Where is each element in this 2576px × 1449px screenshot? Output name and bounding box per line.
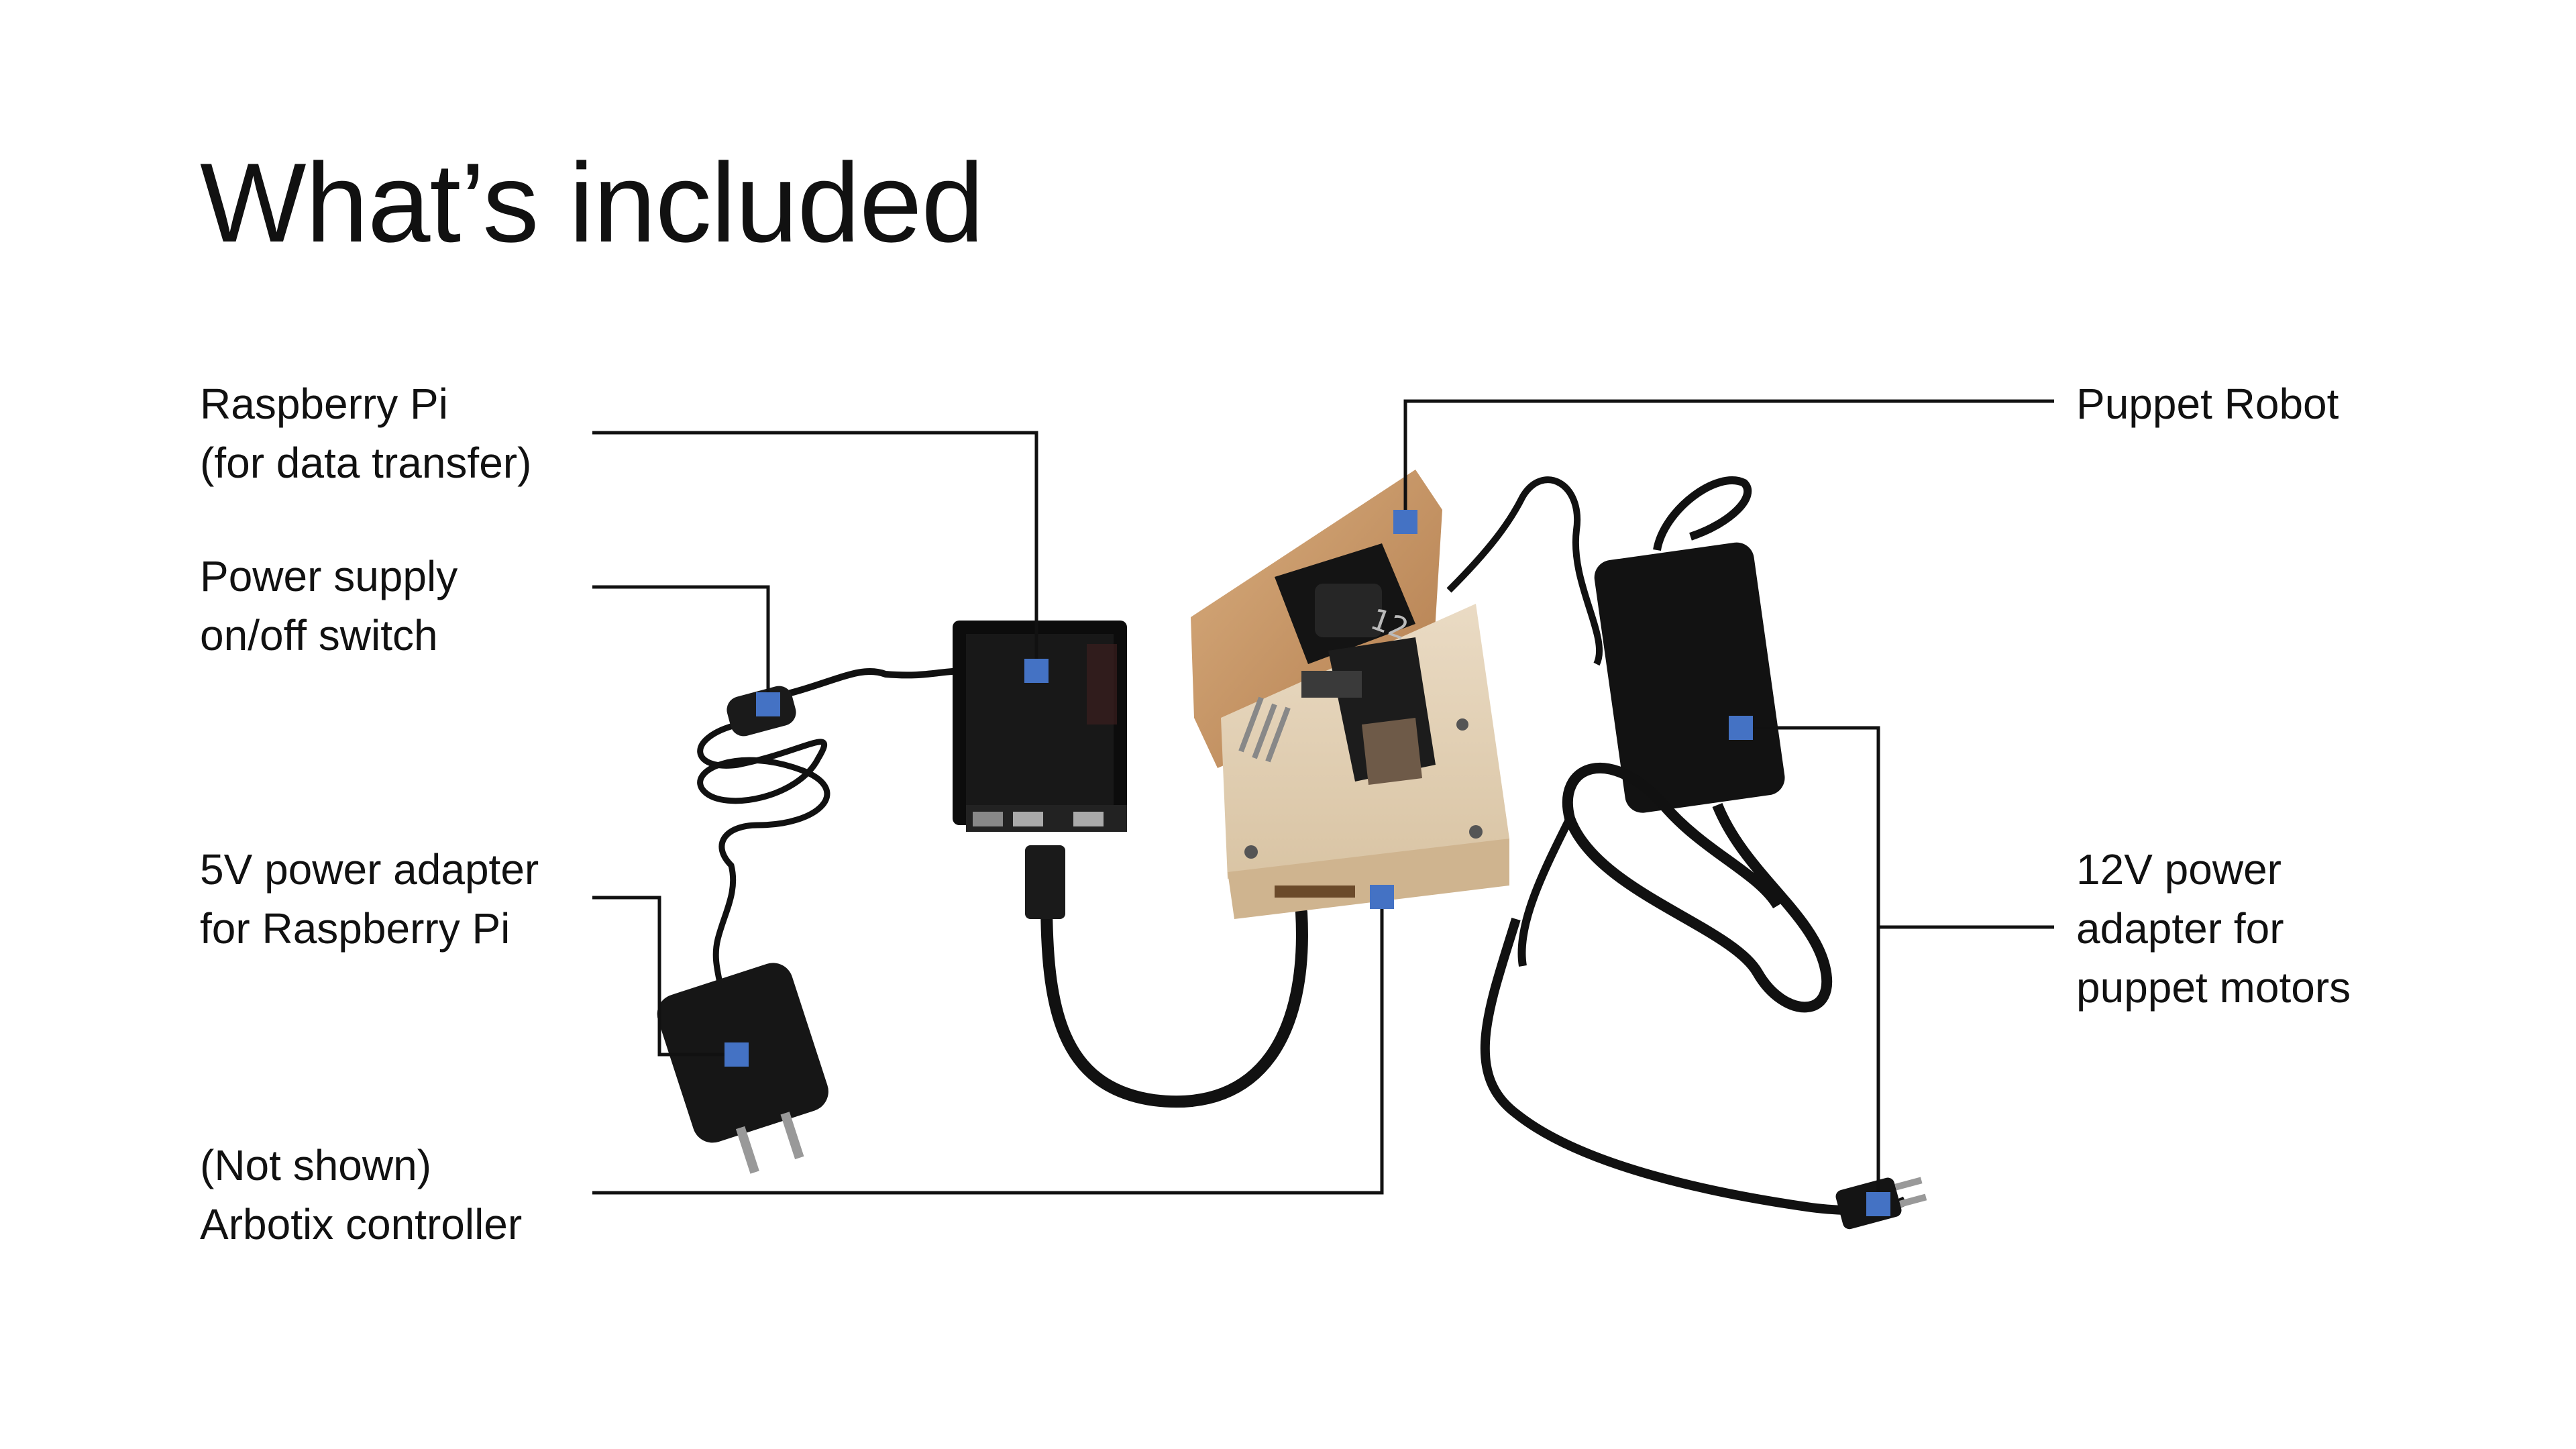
- label-power-switch-line1: Power supply: [200, 552, 458, 600]
- label-raspberry-pi: Raspberry Pi (for data transfer): [200, 374, 531, 492]
- switch-coil-cable: [697, 721, 830, 1020]
- label-puppet-robot: Puppet Robot: [2076, 374, 2339, 433]
- robot-top-cable: [1446, 476, 1603, 666]
- leader-raspberry-pi: [592, 431, 1038, 671]
- marker-power-switch: [756, 692, 780, 716]
- usb-plug: [1025, 845, 1065, 919]
- markers: [724, 510, 1890, 1216]
- label-arbotix-line1: (Not shown): [200, 1141, 431, 1189]
- usb-cable: [1040, 893, 1308, 1108]
- label-adapter-5v-line1: 5V power adapter: [200, 845, 539, 894]
- label-raspberry-pi-line1: Raspberry Pi: [200, 380, 448, 428]
- raspberry-pi-case: [953, 621, 1127, 832]
- leader-power-switch: [592, 585, 770, 704]
- leader-lines: [592, 399, 2054, 1204]
- label-power-switch: Power supply on/off switch: [200, 547, 458, 665]
- adapter-5v-shape: [657, 963, 828, 1174]
- adapter-12v-brick: [1594, 542, 1785, 813]
- mains-cord-2: [1517, 816, 1574, 967]
- marker-arbotix: [1370, 885, 1394, 909]
- marker-adapter-12v: [1729, 716, 1753, 740]
- label-adapter-12v-line1: 12V power: [2076, 845, 2282, 894]
- label-adapter-5v: 5V power adapter for Raspberry Pi: [200, 840, 539, 958]
- leader-adapter-12v: [1741, 726, 2054, 929]
- marker-puppet-robot: [1393, 510, 1417, 534]
- adapter-12v-cord-top: [1653, 476, 1752, 551]
- label-raspberry-pi-line2: (for data transfer): [200, 439, 532, 487]
- marker-raspberry-pi: [1024, 659, 1049, 683]
- marker-adapter-5v: [724, 1042, 749, 1067]
- label-adapter-5v-line2: for Raspberry Pi: [200, 904, 511, 953]
- label-adapter-12v: 12V power adapter for puppet motors: [2076, 840, 2351, 1017]
- marker-mains-plug: [1866, 1192, 1890, 1216]
- label-arbotix: (Not shown) Arbotix controller: [200, 1136, 522, 1254]
- leader-puppet-robot: [1403, 399, 2054, 522]
- label-adapter-12v-line3: puppet motors: [2076, 963, 2351, 1012]
- leader-arbotix: [592, 897, 1384, 1195]
- label-puppet-robot-line1: Puppet Robot: [2076, 380, 2339, 428]
- robot-servos: 12: [1238, 543, 1436, 785]
- adapter-12v-cord-loop: [1562, 762, 1833, 1013]
- mains-cord: [1480, 917, 1908, 1216]
- label-arbotix-line2: Arbotix controller: [200, 1200, 523, 1248]
- label-power-switch-line2: on/off switch: [200, 611, 438, 659]
- leader-adapter-5v: [592, 896, 737, 1057]
- slide-title: What’s included: [200, 140, 984, 266]
- label-adapter-12v-line2: adapter for: [2076, 904, 2284, 953]
- switch-to-pi-cable: [770, 667, 967, 701]
